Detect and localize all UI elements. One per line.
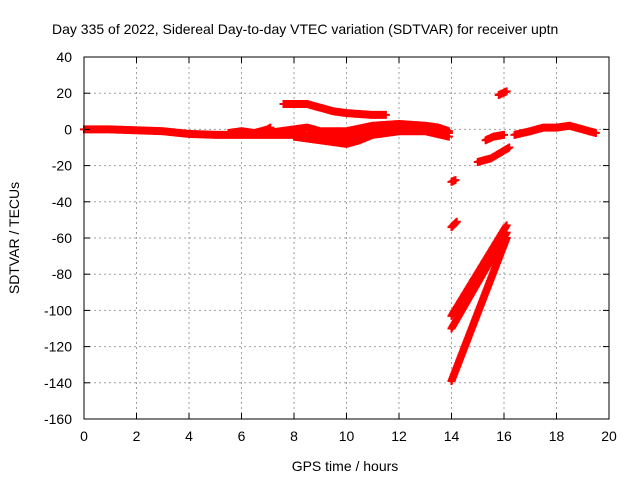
data-point-markers xyxy=(473,143,514,166)
x-tick-label: 18 xyxy=(549,428,565,444)
data-point-markers xyxy=(279,100,390,119)
y-axis-label: SDTVAR / TECUs xyxy=(6,182,22,294)
y-tick-label: -120 xyxy=(44,339,72,355)
series-post-gap xyxy=(447,87,600,232)
x-tick-label: 16 xyxy=(496,428,512,444)
y-tick-label: -160 xyxy=(44,411,72,427)
y-tick-label: -100 xyxy=(44,302,72,318)
data-point-markers xyxy=(447,217,461,232)
x-tick-label: 8 xyxy=(290,428,298,444)
y-tick-label: -140 xyxy=(44,375,72,391)
x-tick-label: 4 xyxy=(185,428,193,444)
data-series xyxy=(80,87,600,385)
x-tick-label: 6 xyxy=(238,428,246,444)
data-point-markers xyxy=(494,87,511,100)
axes: 0 2 4 6 8 10 12 14 16 18 20 -160 -140 -120 -100 -80 -60 -… xyxy=(44,49,617,444)
data-point-markers xyxy=(510,121,600,139)
y-tick-label: 40 xyxy=(56,49,72,65)
data-point-markers xyxy=(447,234,511,385)
grid xyxy=(84,57,609,419)
series-elevated xyxy=(279,100,390,119)
y-tick-label: -60 xyxy=(52,230,72,246)
y-tick-label: -40 xyxy=(52,194,72,210)
x-tick-label: 12 xyxy=(391,428,407,444)
y-tick-label: 0 xyxy=(64,121,72,137)
x-tick-label: 2 xyxy=(133,428,141,444)
x-tick-label: 0 xyxy=(80,428,88,444)
y-tick-label: 20 xyxy=(56,85,72,101)
data-point-markers xyxy=(290,127,453,148)
y-tick-label: -80 xyxy=(52,266,72,282)
x-tick-label: 10 xyxy=(339,428,355,444)
chart-title: Day 335 of 2022, Sidereal Day-to-day VTE… xyxy=(52,21,558,37)
y-tick-label: -20 xyxy=(52,158,72,174)
series-dropouts xyxy=(447,221,511,385)
data-point-markers xyxy=(481,130,508,145)
x-tick-label: 20 xyxy=(601,428,617,444)
x-tick-label: 14 xyxy=(444,428,460,444)
series-baseline xyxy=(80,119,453,148)
data-point-markers xyxy=(263,119,453,138)
data-point-markers xyxy=(447,176,460,186)
x-axis-label: GPS time / hours xyxy=(292,458,399,474)
